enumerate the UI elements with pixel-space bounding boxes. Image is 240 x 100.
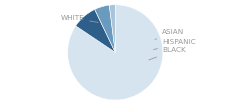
Text: WHITE: WHITE bbox=[60, 15, 98, 22]
Text: BLACK: BLACK bbox=[149, 48, 186, 60]
Wedge shape bbox=[68, 5, 163, 100]
Wedge shape bbox=[95, 5, 115, 52]
Text: ASIAN: ASIAN bbox=[155, 29, 184, 40]
Wedge shape bbox=[76, 9, 115, 52]
Text: HISPANIC: HISPANIC bbox=[154, 39, 196, 50]
Wedge shape bbox=[109, 5, 115, 52]
